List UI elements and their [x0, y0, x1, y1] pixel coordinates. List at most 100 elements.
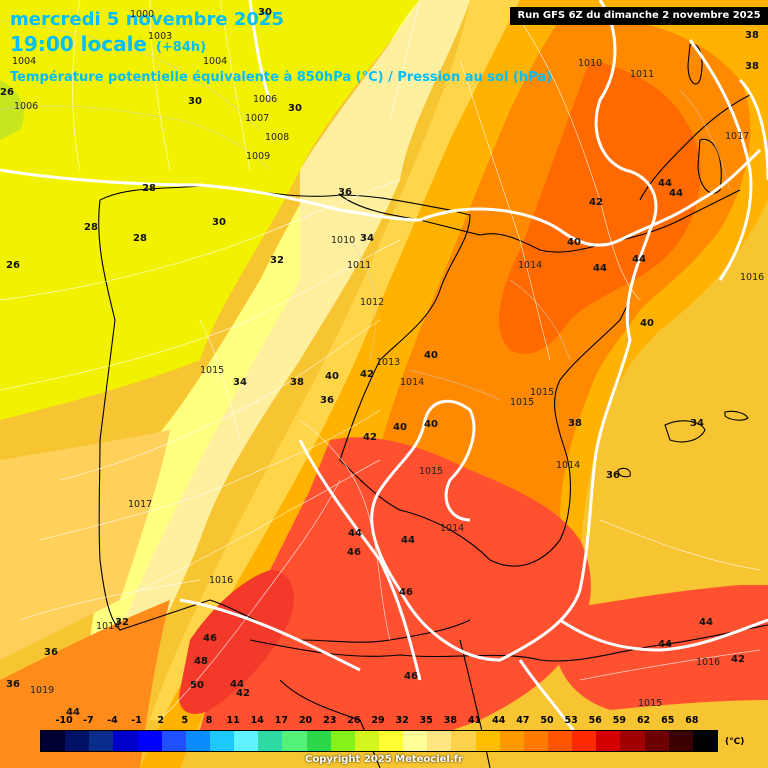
temp-label: 44	[658, 639, 672, 650]
legend-swatch	[185, 731, 210, 751]
legend-swatch	[282, 731, 307, 751]
band-yellow-west	[0, 0, 420, 420]
temp-label: 30	[288, 103, 302, 114]
legend-swatch	[523, 731, 548, 751]
temp-label: 28	[84, 222, 98, 233]
legend-swatch	[209, 731, 235, 751]
legend-swatch	[354, 731, 379, 751]
legend-swatch	[89, 731, 114, 751]
legend-swatch	[234, 731, 259, 751]
isobar-label: 1016	[740, 272, 765, 283]
legend-tick: 62	[636, 715, 651, 726]
temp-label: 44	[66, 707, 80, 718]
band-red-se	[555, 585, 768, 710]
legend-swatch	[258, 731, 283, 751]
legend-ticks: -10 -7 -4 -1 2 5 8 11 14 17 20 23 26 29 32 35 38 41 44 47 50…	[40, 715, 716, 727]
band-paleyellow	[110, 0, 470, 670]
legend-tick: 14	[250, 715, 264, 726]
isobar-label: 1011	[347, 260, 372, 271]
temp-label: 46	[399, 587, 413, 598]
temp-label: 40	[393, 422, 407, 433]
legend-swatch	[572, 731, 597, 751]
band-red-east	[499, 60, 701, 354]
isobar-label: 1015	[638, 698, 663, 709]
legend-tick: 8	[205, 715, 213, 726]
temp-label: 26	[6, 260, 20, 271]
legend-swatch	[306, 731, 331, 751]
legend-tick: 56	[588, 715, 602, 726]
temp-label: 36	[606, 470, 620, 481]
legend-swatch	[427, 731, 452, 751]
temp-label: 34	[233, 377, 247, 388]
isobar-label: 1012	[360, 297, 385, 308]
ibiza	[617, 467, 631, 478]
temp-label: 44	[593, 263, 607, 274]
parameter-title: Température potentielle équivalente à 85…	[10, 70, 553, 85]
legend-swatch	[451, 731, 476, 751]
isobar-label: 1004	[203, 56, 228, 67]
legend-swatch	[403, 731, 428, 751]
legend-tick: 50	[540, 715, 554, 726]
legend-tick: 47	[516, 715, 530, 726]
africa-coast	[249, 624, 768, 662]
legend-swatch	[596, 731, 621, 751]
isobar-label: 1016	[696, 657, 721, 668]
isobar-label: 1015	[419, 466, 444, 477]
band-orange-sw	[0, 600, 170, 768]
temp-label: 42	[660, 17, 674, 28]
italy-coast	[639, 94, 751, 201]
temp-label: 42	[589, 197, 603, 208]
forecast-date: mercredi 5 novembre 2025	[10, 9, 284, 30]
temp-label: 44	[348, 528, 362, 539]
temp-label: 28	[142, 183, 156, 194]
copyright: Copyright 2025 Meteociel.fr	[305, 754, 463, 765]
isobar-label: 1015	[510, 397, 535, 408]
temp-label: 42	[236, 688, 250, 699]
isobar-label: 1014	[400, 377, 425, 388]
isotherms	[0, 0, 761, 721]
isobar-label: 1017	[128, 499, 153, 510]
legend-swatch	[620, 731, 645, 751]
temp-label: 44	[230, 679, 244, 690]
band-lightorange	[150, 0, 520, 720]
legend-tick: 53	[564, 715, 578, 726]
isobar-label: 1010	[331, 235, 356, 246]
temp-label: 28	[133, 233, 147, 244]
legend-swatch	[475, 731, 500, 751]
temp-label: 30	[258, 7, 272, 18]
temp-label: 40	[640, 318, 654, 329]
temp-label: 36	[338, 187, 352, 198]
isobar-label: 1019	[30, 685, 55, 696]
legend-swatch	[692, 731, 717, 751]
isobar-label: 1015	[200, 365, 225, 376]
temp-label: 30	[212, 217, 226, 228]
legend-swatch	[41, 731, 66, 751]
temp-label: 42	[731, 654, 745, 665]
temp-label: 34	[690, 418, 704, 429]
pressure-isolines	[0, 19, 731, 401]
band-deepred	[179, 570, 294, 714]
temp-label: 34	[360, 233, 374, 244]
legend-tick: 32	[395, 715, 409, 726]
isobar-label: 1014	[556, 460, 581, 471]
temp-label: 36	[6, 679, 20, 690]
legend-swatch	[161, 731, 186, 751]
isobar-label: 1017	[725, 131, 750, 142]
mallorca	[664, 420, 706, 443]
legend-tick: 23	[323, 715, 337, 726]
isobar-label: 1004	[12, 56, 37, 67]
legend-swatch	[547, 731, 573, 751]
legend-tick: 35	[419, 715, 433, 726]
isobar-label: 1014	[518, 260, 543, 271]
legend-tick: 5	[181, 715, 189, 726]
temp-label: 40	[325, 371, 339, 382]
isobar-label: 1010	[578, 58, 603, 69]
temp-label: 46	[203, 633, 217, 644]
legend-tick: 41	[467, 715, 482, 726]
temp-label: 44	[632, 254, 646, 265]
legend-tick: 11	[226, 715, 240, 726]
temp-label: 48	[194, 656, 208, 667]
temp-label: 30	[188, 96, 202, 107]
run-info: Run GFS 6Z du dimanche 2 novembre 2025	[510, 7, 768, 25]
